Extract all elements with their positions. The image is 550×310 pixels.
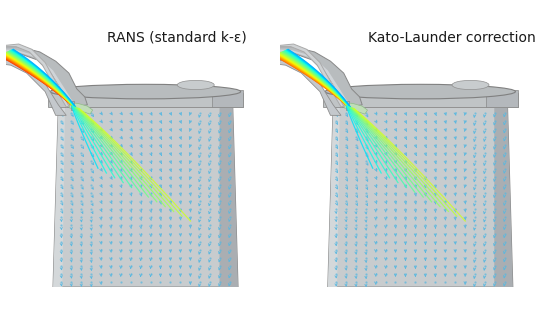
Ellipse shape xyxy=(51,84,241,99)
Polygon shape xyxy=(0,44,69,107)
Polygon shape xyxy=(69,103,93,114)
Polygon shape xyxy=(322,93,518,108)
Polygon shape xyxy=(494,108,513,287)
Polygon shape xyxy=(328,108,513,287)
Ellipse shape xyxy=(452,80,489,90)
Polygon shape xyxy=(48,93,243,108)
Text: Kato-Launder correction: Kato-Launder correction xyxy=(368,31,536,45)
Ellipse shape xyxy=(325,84,515,99)
Polygon shape xyxy=(71,101,74,109)
Polygon shape xyxy=(0,49,75,105)
Polygon shape xyxy=(275,44,344,107)
Polygon shape xyxy=(328,108,340,287)
Polygon shape xyxy=(346,101,349,109)
Polygon shape xyxy=(53,108,65,287)
Polygon shape xyxy=(275,60,341,115)
Text: RANS (standard k-ε): RANS (standard k-ε) xyxy=(107,31,247,45)
Polygon shape xyxy=(53,108,238,287)
Polygon shape xyxy=(219,108,238,287)
Polygon shape xyxy=(275,49,350,105)
Polygon shape xyxy=(0,47,87,106)
Polygon shape xyxy=(486,90,518,108)
Polygon shape xyxy=(344,103,367,114)
Polygon shape xyxy=(212,90,243,108)
Polygon shape xyxy=(0,60,66,115)
Ellipse shape xyxy=(177,80,214,90)
Polygon shape xyxy=(275,47,362,106)
